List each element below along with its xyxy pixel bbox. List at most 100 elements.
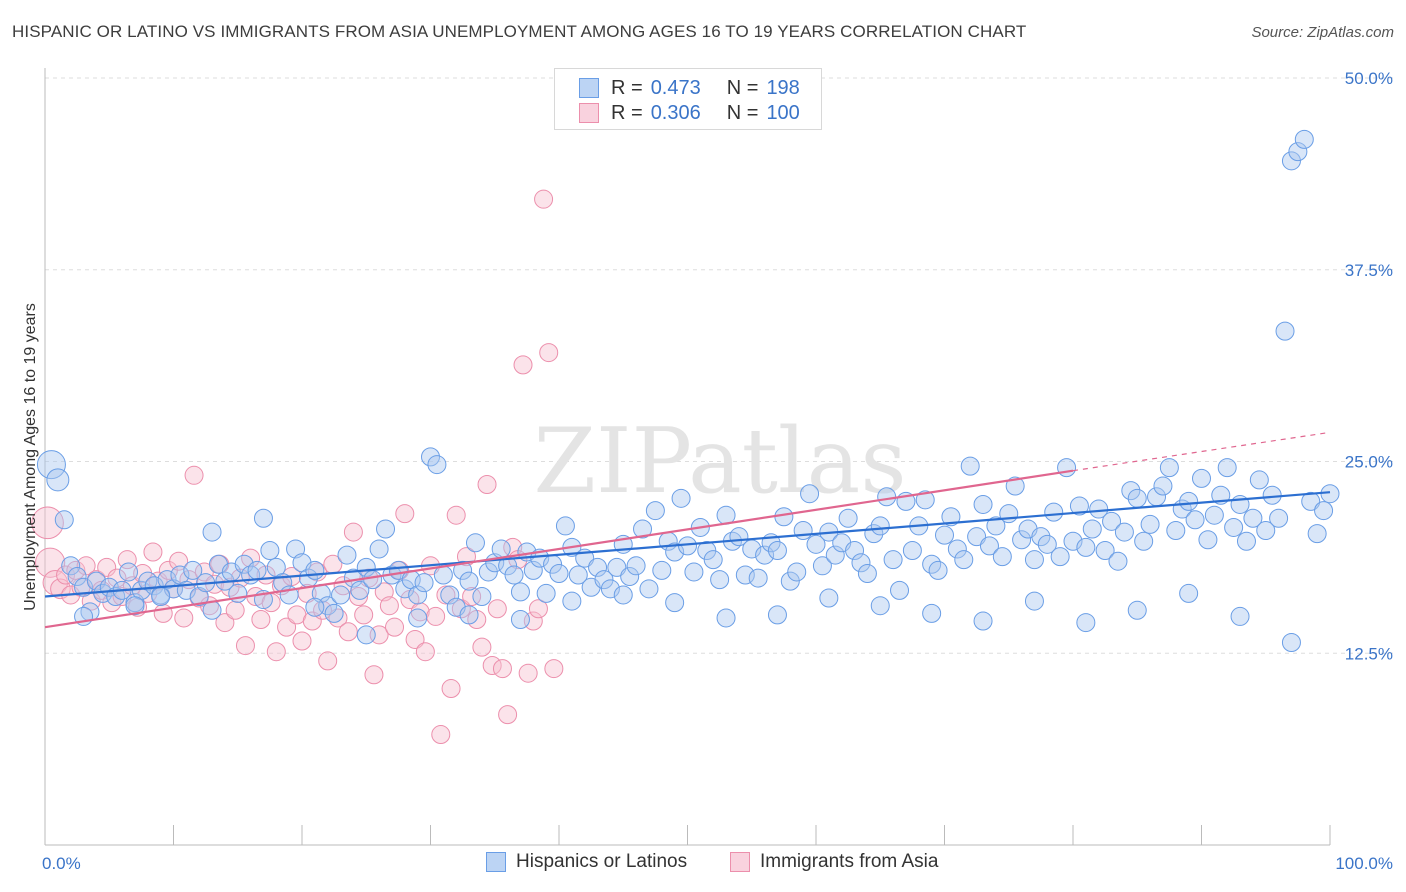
hispanic-point bbox=[613, 585, 633, 605]
hispanic-point bbox=[1140, 514, 1160, 534]
hispanic-point bbox=[928, 560, 948, 580]
hispanic-point bbox=[1108, 551, 1128, 571]
asia-point bbox=[513, 355, 533, 375]
hispanic-point bbox=[1024, 550, 1044, 570]
hispanic-point bbox=[697, 540, 717, 560]
hispanic-point bbox=[1127, 488, 1147, 508]
asia-point bbox=[492, 659, 512, 679]
hispanic-point bbox=[369, 539, 389, 559]
asia-point bbox=[415, 642, 435, 662]
hispanic-point bbox=[1275, 321, 1295, 341]
legend-n-value: 100 bbox=[766, 101, 800, 124]
hispanic-point bbox=[1230, 606, 1250, 626]
asia-point bbox=[385, 617, 405, 637]
hispanic-point bbox=[414, 573, 434, 593]
hispanic-point bbox=[639, 579, 659, 599]
tick-labels: 12.5% 25.0% 37.5% 50.0% 0.0% 100.0% bbox=[42, 69, 1393, 873]
hispanic-point bbox=[1102, 511, 1122, 531]
asia-point bbox=[544, 659, 564, 679]
hispanic-point bbox=[1217, 458, 1237, 478]
hispanic-point bbox=[915, 490, 935, 510]
hispanic-point bbox=[472, 586, 492, 606]
hispanic-point bbox=[54, 510, 74, 530]
legend-n-label: N = bbox=[726, 101, 759, 124]
hispanic-point bbox=[594, 570, 614, 590]
hispanic-point bbox=[902, 540, 922, 560]
hispanic-point bbox=[421, 447, 440, 467]
y-tick-label: 37.5% bbox=[1345, 261, 1393, 280]
hispanic-point bbox=[1192, 468, 1211, 488]
asia-point bbox=[482, 656, 502, 676]
hispanic-point bbox=[626, 556, 646, 576]
hispanic-point bbox=[633, 519, 653, 539]
hispanic-point bbox=[800, 484, 820, 504]
hispanic-point bbox=[202, 522, 222, 542]
hispanic-point bbox=[1114, 522, 1134, 542]
hispanic-point bbox=[1288, 142, 1308, 162]
asia-point bbox=[364, 665, 384, 685]
hispanic-point bbox=[125, 596, 145, 616]
hispanic-point bbox=[851, 553, 871, 573]
asia-trend-line bbox=[44, 469, 1074, 629]
asia-point bbox=[477, 475, 497, 495]
hispanic-point bbox=[922, 603, 942, 623]
hispanic-point bbox=[703, 550, 723, 570]
hispanic-point bbox=[877, 487, 897, 507]
hispanic-point bbox=[408, 608, 428, 628]
hispanic-point bbox=[1076, 613, 1096, 633]
axes bbox=[44, 68, 1331, 846]
hispanic-point bbox=[510, 582, 530, 602]
hispanic-point bbox=[376, 519, 396, 539]
hispanic-point bbox=[536, 583, 556, 603]
legend-r-label: R = bbox=[611, 76, 643, 99]
hispanic-point bbox=[838, 508, 858, 528]
hispanic-point bbox=[1307, 524, 1327, 544]
hispanic-point bbox=[1082, 519, 1102, 539]
asia-point bbox=[266, 642, 286, 662]
hispanic-point bbox=[305, 597, 325, 617]
hispanic-point bbox=[684, 562, 704, 582]
asia-point bbox=[395, 504, 415, 524]
hispanic-point bbox=[600, 579, 620, 599]
asia-point bbox=[431, 725, 451, 745]
hispanic-point bbox=[787, 562, 807, 582]
legend-row-hispanic: R = 0.473 N = 198 bbox=[579, 76, 800, 100]
y-tick-label: 50.0% bbox=[1345, 69, 1393, 88]
asia-point bbox=[405, 629, 425, 649]
asia-point bbox=[117, 550, 137, 570]
chart-title: HISPANIC OR LATINO VS IMMIGRANTS FROM AS… bbox=[12, 22, 1027, 41]
hispanic-point bbox=[144, 576, 164, 596]
hispanic-point bbox=[253, 508, 273, 528]
x-tick-label: 0.0% bbox=[42, 854, 81, 873]
y-tick-label: 25.0% bbox=[1345, 453, 1393, 472]
hispanic-point bbox=[46, 468, 70, 492]
hispanic-point bbox=[234, 554, 254, 574]
hispanic-point bbox=[890, 580, 910, 600]
hispanic-point bbox=[395, 579, 415, 599]
asia-point bbox=[472, 637, 492, 657]
hispanic-point bbox=[1095, 540, 1115, 560]
hispanic-point bbox=[755, 545, 775, 565]
bottom-legend-swatch-blue bbox=[486, 852, 506, 872]
asia-point bbox=[235, 636, 255, 656]
hispanic-point bbox=[1089, 499, 1109, 519]
hispanic-point bbox=[61, 556, 81, 576]
hispanic-point bbox=[202, 600, 222, 620]
hispanic-point bbox=[748, 568, 768, 588]
hispanic-point bbox=[183, 560, 203, 580]
hispanic-point bbox=[189, 586, 209, 606]
hispanic-point bbox=[459, 605, 479, 625]
hispanic-point bbox=[1198, 530, 1218, 550]
hispanic-point bbox=[645, 501, 665, 521]
hispanic-point bbox=[857, 563, 877, 583]
bottom-legend-swatch-pink bbox=[730, 852, 750, 872]
asia-trend-line-extension bbox=[1072, 431, 1331, 472]
hispanic-point bbox=[1012, 530, 1032, 550]
legend-r-label: R = bbox=[611, 101, 643, 124]
hispanic-point bbox=[767, 540, 787, 560]
hispanic-point bbox=[1236, 531, 1256, 551]
hispanic-point bbox=[1179, 491, 1199, 511]
hispanic-point bbox=[1005, 476, 1025, 496]
x-tick-label: 100.0% bbox=[1335, 854, 1393, 873]
hispanic-point bbox=[1069, 496, 1089, 516]
